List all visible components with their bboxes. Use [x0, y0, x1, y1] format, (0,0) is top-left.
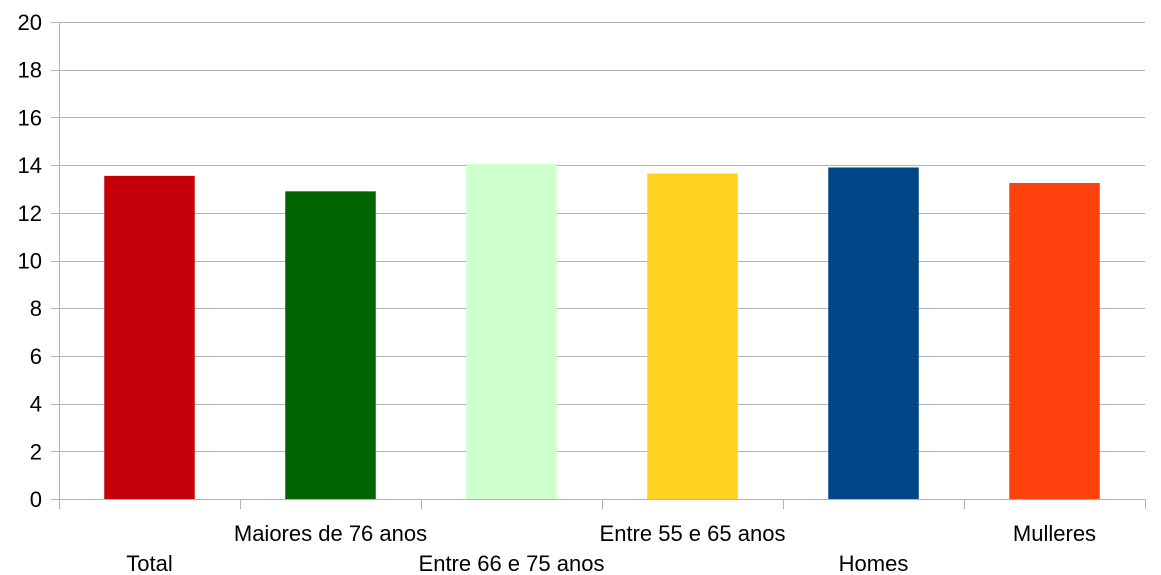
x-category-label: Entre 66 e 75 anos [419, 551, 605, 575]
y-tick-label: 8 [30, 296, 42, 321]
x-category-labels: Total Maiores de 76 anos Entre 66 e 75 ano… [126, 521, 1096, 575]
bar [647, 173, 738, 499]
bar [1009, 182, 1100, 500]
bar [466, 163, 557, 499]
bars [104, 163, 1100, 500]
y-tick-label: 14 [18, 153, 42, 178]
x-category-label: Entre 55 e 65 anos [600, 521, 786, 546]
y-tick-label: 18 [18, 58, 42, 83]
x-category-label: Maiores de 76 anos [234, 521, 427, 546]
x-category-label: Homes [839, 551, 909, 575]
y-tick-label: 12 [18, 201, 42, 226]
axes [59, 22, 1146, 509]
bar [828, 167, 919, 500]
y-tick-label: 20 [18, 10, 42, 35]
y-tick-label: 4 [30, 392, 42, 417]
x-category-label: Mulleres [1013, 521, 1096, 546]
y-tick-label: 2 [30, 439, 42, 464]
x-category-label: Total [126, 551, 172, 575]
y-tick-label: 16 [18, 105, 42, 130]
bar [285, 191, 376, 499]
grid-lines [51, 22, 1145, 500]
y-tick-labels: 0 2 4 6 8 10 12 14 16 18 20 [18, 10, 42, 512]
bar [104, 175, 195, 499]
y-tick-label: 10 [18, 249, 42, 274]
y-tick-label: 0 [30, 487, 42, 512]
y-tick-label: 6 [30, 344, 42, 369]
